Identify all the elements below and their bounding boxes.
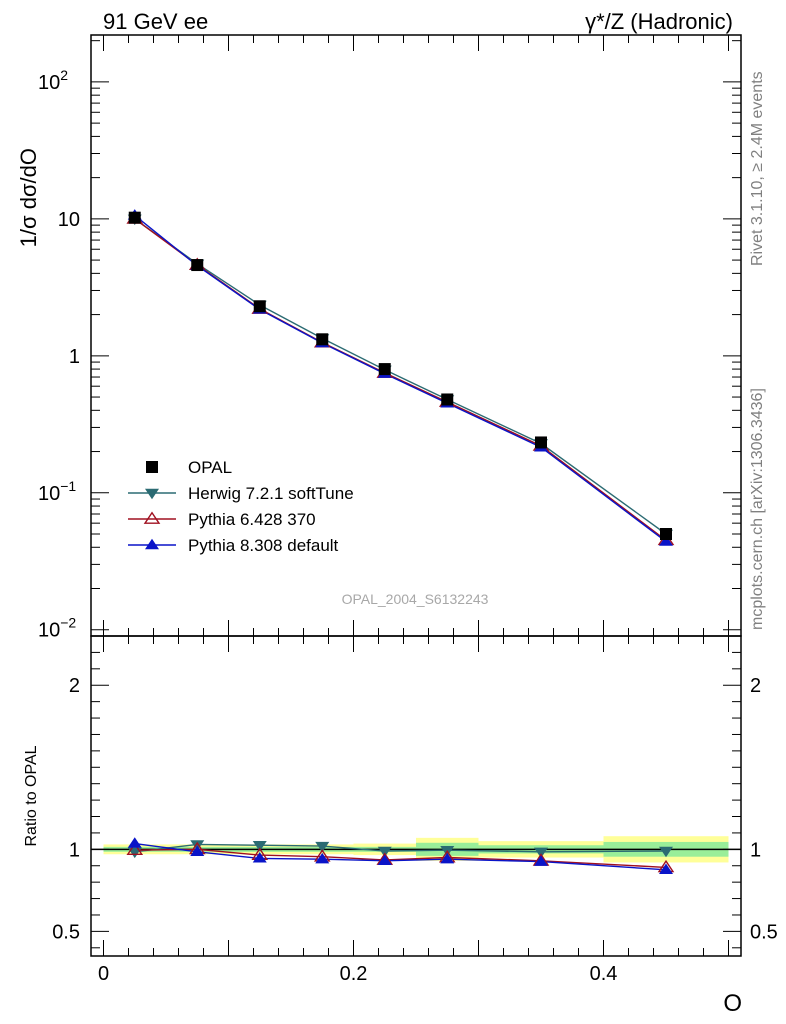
ratio-y-tick-label-right: 2 [750,675,761,697]
data-point [191,259,204,272]
x-ticks: 0 0.2 0.4 [98,636,729,985]
data-point [316,333,329,346]
right-title-sym: γ*/Z [585,9,624,34]
y-tick-label-exponent: −2 [60,615,76,631]
y-tick-label-base: 10 [38,620,60,642]
y-tick-label: 10−2 [38,615,76,642]
right-title: γ*/Z (Hadronic) [585,9,733,34]
ratio-data-point [659,846,673,858]
ratio-y-tick-label: 0.5 [52,921,80,943]
data-point [128,211,141,224]
mcplots-label: mcplots.cern.ch [arXiv:1306.3436] [749,388,766,630]
ratio-data-point [534,847,548,859]
ratio-y-tick-label-right: 0.5 [750,921,778,943]
data-point [659,535,673,546]
legend-label: Pythia 6.428 370 [188,510,316,529]
y-tick-label: 10−1 [38,478,76,505]
ratio-data-point [315,841,330,853]
watermark: OPAL_2004_S6132243 [342,591,489,607]
y-tick-label-exponent: −1 [60,478,76,494]
ratio-data-point [315,852,330,864]
x-axis-label: O [723,990,742,1017]
left-title: 91 GeV ee [103,9,208,34]
ratio-panel: 0.5 0.5 1 1 2 2 0 0.2 0.4 Ratio to OPAL O [23,635,778,1017]
y-tick-label: 1 [69,346,80,368]
data-point [253,300,266,313]
right-title-rest: (Hadronic) [624,9,733,34]
ratio-data-point [377,846,392,858]
y-tick-label: 10 [58,209,80,231]
ratio-data-point [377,854,392,866]
y-tick-label-base: 10 [38,72,60,94]
data-point [535,436,547,449]
ratio-data-point [190,845,205,856]
legend-marker [143,511,161,524]
ratio-data-point [252,841,267,852]
rivet-label: Rivet 3.1.10, ≥ 2.4M events [749,71,766,266]
y-tick-label-base: 10 [58,209,80,231]
ratio-data-point [659,863,673,875]
legend-marker [145,488,159,500]
ratio-data-point [190,840,205,851]
ratio-y-ticks: 0.5 0.5 1 1 2 2 [52,651,778,949]
data-point [660,528,672,541]
y-tick-label-base: 1 [69,346,80,368]
legend-marker [146,461,158,473]
y-tick-label-base: 10 [38,483,60,505]
data-point [441,393,454,406]
ratio-frame [90,635,742,957]
ratio-series-line [134,842,667,871]
ratio-data-point [440,852,455,864]
legend-marker [145,538,159,550]
y-tick-label-exponent: 2 [60,67,68,83]
ratio-data-point [126,842,144,856]
ratio-y-axis-label: Ratio to OPAL [23,745,40,846]
y-tick-label: 102 [38,67,68,94]
x-tick-label: 0.2 [340,963,368,985]
ratio-series-line [134,843,667,853]
ratio-y-tick-label: 2 [69,675,80,697]
ratio-data-point [127,837,142,848]
legend: OPAL Herwig 7.2.1 softTune Pythia 6.428 37… [128,458,354,555]
series-line [134,214,667,543]
legend-label: OPAL [188,458,232,477]
x-tick-label: 0 [98,963,109,985]
ratio-series-line [134,848,667,869]
main-y-axis-label: 1/σ dσ/dO [16,148,41,247]
data-point [378,363,391,376]
ratio-y-tick-label: 1 [69,839,80,861]
legend-label: Herwig 7.2.1 softTune [188,484,354,503]
ratio-data-point [252,852,267,863]
series-line [134,218,667,535]
x-tick-label: 0.4 [590,963,618,985]
legend-label: Pythia 8.308 default [188,536,339,555]
ratio-y-tick-label-right: 1 [750,839,761,861]
ratio-data-point [534,855,548,866]
